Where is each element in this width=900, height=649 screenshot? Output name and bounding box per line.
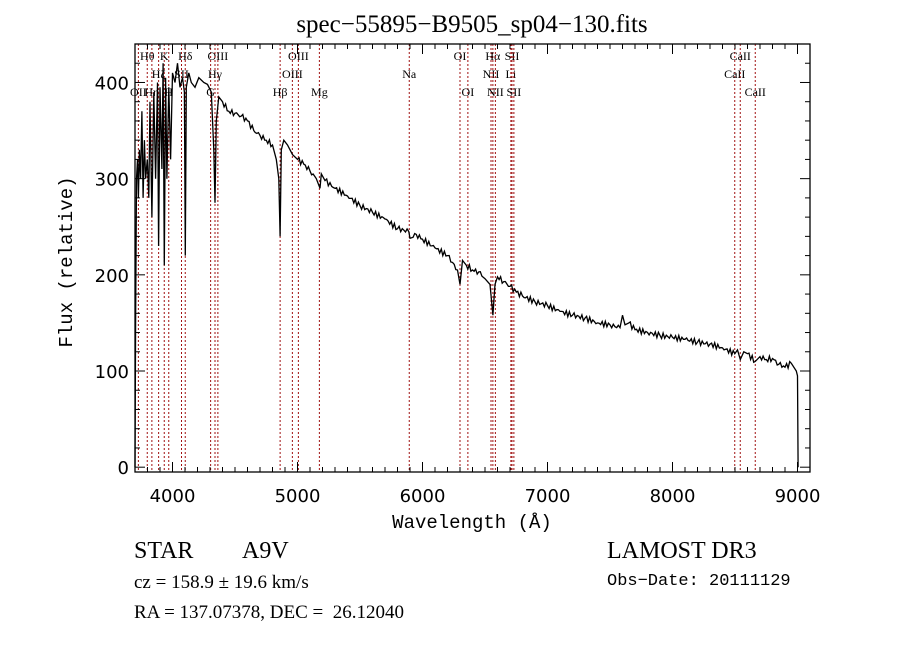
y-tick-label: 100 (95, 362, 129, 383)
redshift-text: cz = 158.9 ± 19.6 km/s (134, 572, 309, 593)
line-marker-label: OIII (288, 49, 309, 63)
line-marker-label: Hα (485, 49, 501, 63)
y-axis-label: Flux (relative) (56, 176, 78, 347)
x-tick-label: 8000 (650, 486, 696, 507)
line-marker-label: Hδ (178, 49, 193, 63)
tick-labels: 4000 5000 6000 7000 8000 9000 0 100 200 300 400 (95, 73, 821, 507)
obs-date-text: Obs−Date: 20111129 (607, 572, 791, 591)
line-marker-label: OI (454, 49, 467, 63)
object-class: STAR (134, 538, 194, 564)
line-marker-label: CaII (745, 85, 766, 99)
line-marker-label: CaII (724, 67, 745, 81)
line-marker-label: OI (462, 85, 475, 99)
x-tick-label: 4000 (150, 486, 196, 507)
line-marker-label: Hζ (152, 67, 166, 81)
plot-frame (134, 43, 811, 473)
x-axis-label: Wavelength (Å) (392, 512, 552, 534)
x-tick-label: 6000 (400, 486, 446, 507)
spectrum-line (134, 63, 799, 468)
line-marker-label: Hη (144, 85, 159, 99)
y-tick-label: 300 (95, 170, 129, 191)
line-marker-label: Na (402, 67, 417, 81)
line-marker-label: Li (506, 67, 517, 81)
line-marker-label: Hβ (273, 85, 288, 99)
line-marker-label: CaII (730, 49, 751, 63)
y-tick-label: 0 (118, 458, 129, 479)
line-marker-label: K (160, 49, 169, 63)
line-marker-label: OIII (208, 49, 229, 63)
chart-title: spec−55895−B9505_sp04−130.fits (296, 11, 647, 38)
y-tick-label: 200 (95, 266, 129, 287)
line-markers: OIIHθHηHζKHHδSIIGOIIIHγHβOIIIOIIIMgNaOIO… (130, 44, 766, 472)
coordinates-text: RA = 137.07378, DEC = 26.12040 (134, 602, 405, 623)
x-tick-label: 9000 (775, 486, 821, 507)
object-subclass: A9V (242, 538, 289, 564)
x-tick-label: 5000 (275, 486, 321, 507)
axis-ticks (134, 43, 811, 472)
line-marker-label: NII (487, 85, 504, 99)
line-marker-label: Mg (311, 85, 328, 99)
x-tick-label: 7000 (525, 486, 571, 507)
line-marker-label: SII (507, 85, 522, 99)
y-tick-label: 400 (95, 73, 129, 94)
line-marker-label: Hθ (140, 49, 155, 63)
line-marker-label: SII (505, 49, 520, 63)
line-marker-label: OII (130, 85, 147, 99)
line-marker-label: NII (483, 67, 500, 81)
line-marker-label: Hγ (208, 67, 223, 81)
survey-label: LAMOST DR3 (607, 538, 757, 564)
line-marker-label: OIII (282, 67, 303, 81)
